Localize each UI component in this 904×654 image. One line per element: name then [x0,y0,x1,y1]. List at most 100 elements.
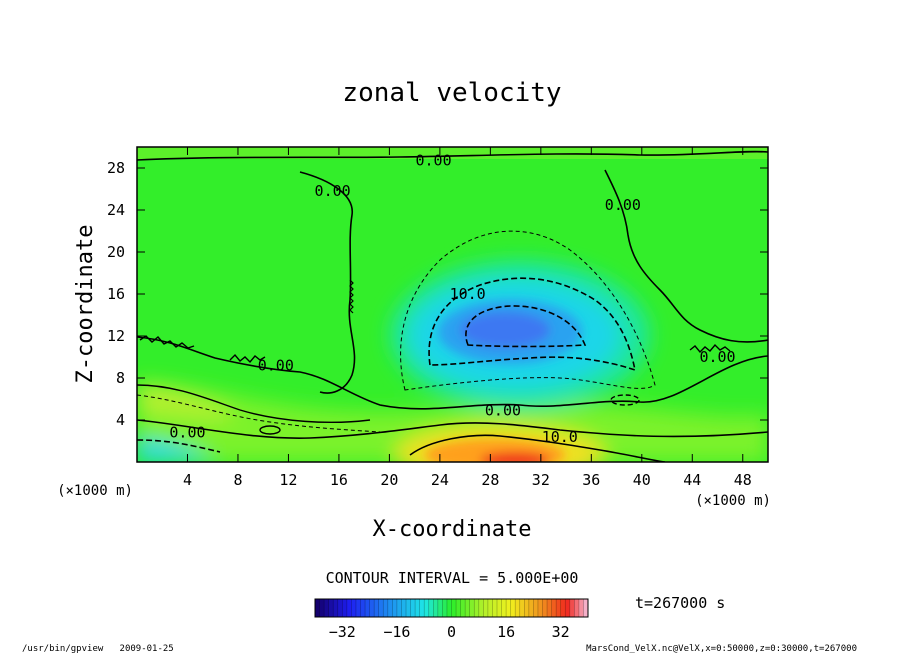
x-tick-label: 24 [431,471,449,489]
contour-label: 0.00 [416,152,452,170]
x-tick-label: 40 [633,471,651,489]
colorbar-cell [410,599,416,617]
zero-contour-right [604,169,768,343]
contour-label: 0.00 [169,424,205,442]
noisy-contour-c [689,343,731,354]
colorbar-cell [374,599,380,617]
colorbar-cell [506,599,512,617]
colorbar-cell [569,599,575,617]
colorbar-cell [492,599,498,617]
x-tick-label: 32 [532,471,550,489]
colorbar-cell [578,599,584,617]
field-core-shading [425,300,582,462]
negative-jet-center [460,312,550,348]
colorbar-cell [415,599,421,617]
colorbar-cell [446,599,452,617]
x-tick-label: 4 [183,471,192,489]
colorbar-tick-label: −32 [329,623,356,641]
colorbar-cell [469,599,475,617]
colorbar-cell [565,599,571,617]
chart-title: zonal velocity [342,78,561,108]
boundary-layer-band [137,382,768,462]
y-axis-ticks: 4 8 12 16 20 24 28 [107,159,768,429]
x-axis-ticks: 4 8 12 16 20 24 28 32 36 40 44 48 [183,147,752,489]
contours [137,150,768,462]
colorbar-cell [483,599,489,617]
contour-label: 10.0 [542,428,578,446]
plot-frame [136,146,769,463]
colorbar-cell [519,599,525,617]
colorbar-cell [383,599,389,617]
contour-labels: 0.00 0.00 0.00 10.0 0.00 0.00 0.00 0.00 10.0 [169,152,735,446]
colorbar-cell [333,599,339,617]
y-tick-label: 4 [116,411,125,429]
colorbar-cell [351,599,357,617]
colorbar-cell [328,599,334,617]
colorbar-cell [406,599,412,617]
x-tick-label: 28 [481,471,499,489]
colorbar-cell [560,599,566,617]
time-label: t=267000 s [635,594,725,612]
colorbar-cell [574,599,580,617]
x-tick-label: 48 [734,471,752,489]
colorbar-cell [337,599,343,617]
x-axis-label: X-coordinate [373,517,532,542]
contour-label: 0.00 [315,182,351,200]
colorbar-cell [428,599,434,617]
contour-label: 0.00 [485,402,521,420]
zero-contour-upper [299,171,356,394]
colorbar-cell [346,599,352,617]
colorbar-cell [369,599,375,617]
positive-contour-boundary [137,384,371,423]
colorbar-cell [392,599,398,617]
colorbar-cell [401,599,407,617]
noisy-contour-b [229,353,266,364]
colorbar-cell [365,599,371,617]
bottom-left-cyan [137,440,215,462]
colorbar-cell [460,599,466,617]
y-tick-label: 24 [107,201,125,219]
y-tick-label: 8 [116,369,125,387]
x-tick-label: 20 [380,471,398,489]
colorbar-cell [478,599,484,617]
colorbar-cell [524,599,530,617]
x-tick-label: 36 [582,471,600,489]
colorbar-cell [378,599,384,617]
colorbar-gradient [314,599,589,617]
contour-label: 0.00 [605,196,641,214]
colorbar-tick-label: 0 [447,623,456,641]
colorbar-cell [324,599,330,617]
colorbar-cell [542,599,548,617]
colorbar-cell [355,599,361,617]
colorbar-tick-label: −16 [383,623,410,641]
colorbar-cell [497,599,503,617]
colorbar: −32 −16 0 16 32 [314,598,589,641]
colorbar-cell [474,599,480,617]
zero-contour-top [137,150,768,161]
left-warm-band [137,385,230,420]
colorbar-cell [551,599,557,617]
colorbar-tick-label: 16 [497,623,515,641]
y-tick-label: 20 [107,243,125,261]
colorbar-cell [583,599,589,617]
footer-left: /usr/bin/gpview 2009-01-25 [22,644,174,654]
small-negative-cell [610,394,640,406]
negative-contour-left-b [137,439,221,453]
colorbar-cell [315,599,321,617]
negative-contour-10 [428,277,637,372]
y-axis-unit: (×1000 m) [57,483,133,499]
positive-jet-core [480,452,550,462]
colorbar-frame [314,598,589,618]
colorbar-cell [424,599,430,617]
colorbar-cell [342,599,348,617]
field-upper-band [137,147,768,159]
contour-interval: CONTOUR INTERVAL = 5.000E+00 [326,569,579,587]
colorbar-cell [433,599,439,617]
x-tick-label: 16 [330,471,348,489]
zero-contour-lower [137,419,768,439]
colorbar-ticks: −32 −16 0 16 32 [329,623,570,641]
colorbar-cell [437,599,443,617]
negative-contour-15 [465,305,587,348]
colorbar-cell [510,599,516,617]
